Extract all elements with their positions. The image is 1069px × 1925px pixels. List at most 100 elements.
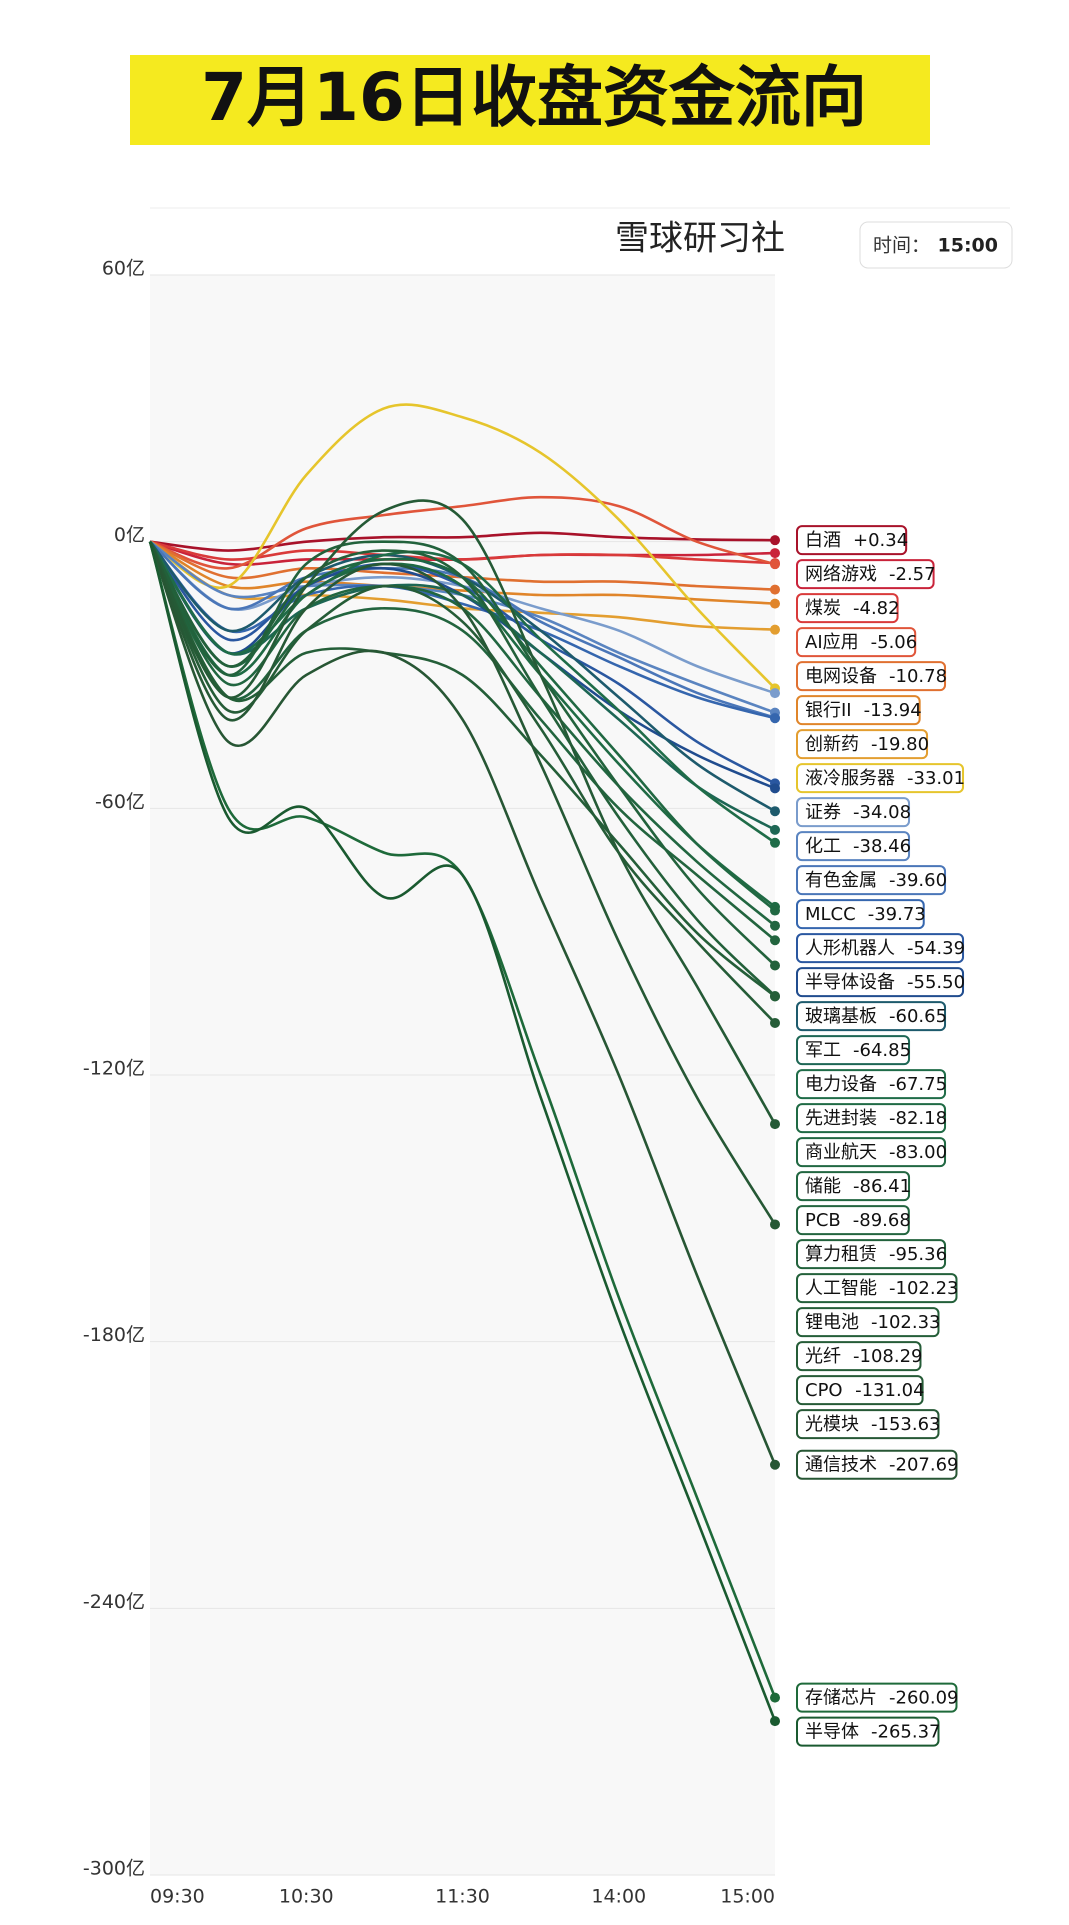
- series-name: 光模块: [805, 1414, 859, 1435]
- value-label: -10.78: [889, 666, 947, 687]
- series-name: 白酒: [805, 530, 841, 551]
- end-dot: [770, 806, 780, 817]
- series-name: 电力设备: [805, 1074, 877, 1095]
- series-line: [148, 541, 777, 1722]
- value-label: -265.37: [871, 1722, 940, 1743]
- series-name: AI应用: [805, 632, 859, 653]
- value-label: -95.36: [889, 1244, 947, 1265]
- series-label: 证券 -34.08: [805, 802, 911, 823]
- series-label: 储能 -86.41: [805, 1176, 911, 1197]
- series-label: 半导体 -265.37: [805, 1722, 940, 1743]
- series-label: 光纤 -108.29: [805, 1346, 922, 1367]
- series-name: 储能: [805, 1176, 841, 1197]
- x-tick-label: 10:30: [279, 1886, 334, 1908]
- value-label: -86.41: [853, 1176, 911, 1197]
- series-name: 军工: [805, 1040, 841, 1061]
- value-label: -4.82: [853, 598, 900, 619]
- series-label: 白酒 +0.34: [805, 530, 908, 551]
- series-name: 煤炭: [805, 598, 841, 619]
- label-box: [796, 933, 965, 964]
- chart-title: 7月16日收盘资金流向: [201, 59, 867, 136]
- series-label: 煤炭 -4.82: [805, 598, 900, 619]
- end-dot: [770, 1119, 780, 1130]
- series-name: 网络游戏: [805, 564, 877, 585]
- end-dot: [770, 1459, 780, 1470]
- series-name: 存储芯片: [805, 1688, 877, 1709]
- y-tick-label: -240亿: [83, 1591, 145, 1613]
- value-label: -60.65: [889, 1006, 947, 1027]
- series-label: 光模块 -153.63: [805, 1414, 940, 1435]
- label-box: [796, 695, 921, 726]
- end-dot: [770, 1716, 780, 1727]
- label-box: [796, 729, 929, 760]
- series-line: [148, 541, 777, 1466]
- label-box: [796, 525, 908, 556]
- value-label: -82.18: [889, 1108, 947, 1129]
- value-label: -33.01: [907, 768, 965, 789]
- series-name: 玻璃基板: [805, 1006, 877, 1027]
- label-box: [796, 967, 965, 998]
- label-box: [796, 1341, 922, 1372]
- series-name: MLCC: [805, 904, 856, 925]
- label-box: [796, 831, 911, 862]
- label-box: [796, 797, 911, 828]
- series-name: 算力租赁: [805, 1244, 877, 1265]
- series-label: 玻璃基板 -60.65: [805, 1006, 947, 1027]
- value-label: -5.06: [871, 632, 918, 653]
- series-label: PCB -89.68: [805, 1210, 911, 1231]
- series-name: 电网设备: [805, 666, 877, 687]
- label-box: [796, 593, 899, 624]
- label-box: [796, 627, 917, 658]
- end-dot: [770, 598, 780, 609]
- y-tick-label: 60亿: [102, 258, 145, 280]
- series-line: [148, 541, 777, 1226]
- series-line: [148, 499, 777, 1125]
- series-name: 银行II: [805, 700, 852, 721]
- series-label: 创新药 -19.80: [805, 734, 929, 755]
- series-name: CPO: [805, 1380, 843, 1401]
- label-box: [796, 1273, 958, 1304]
- source: 雪球研习社: [615, 219, 785, 259]
- end-dot: [770, 535, 780, 546]
- label-box: [796, 1375, 924, 1406]
- label-box: [796, 1449, 958, 1480]
- end-dot: [770, 1219, 780, 1230]
- series-name: 化工: [805, 836, 841, 857]
- series-label: 银行II -13.94: [805, 700, 922, 721]
- label-box: [796, 763, 965, 794]
- value-label: -54.39: [907, 938, 965, 959]
- value-label: -260.09: [889, 1688, 958, 1709]
- series-label: 电力设备 -67.75: [805, 1074, 947, 1095]
- lines: [148, 403, 777, 1722]
- value-label: -207.69: [889, 1455, 958, 1476]
- series-name: 先进封装: [805, 1108, 877, 1129]
- series-label: MLCC -39.73: [805, 904, 926, 925]
- end-dot: [770, 991, 780, 1002]
- end-dot: [770, 548, 780, 559]
- label-box: [796, 1682, 958, 1713]
- value-label: -67.75: [889, 1074, 947, 1095]
- series-label: 算力租赁 -95.36: [805, 1244, 947, 1265]
- label-box: [796, 1001, 947, 1032]
- series-line: [148, 541, 776, 1024]
- series-name: 创新药: [805, 734, 859, 755]
- series-label: 锂电池 -102.33: [805, 1312, 940, 1333]
- series-line: [148, 540, 776, 967]
- series-line: [148, 541, 776, 908]
- series-label: 有色金属 -39.60: [805, 870, 947, 891]
- label-box: [796, 1409, 940, 1440]
- time-label: 时间：: [873, 235, 930, 257]
- value-label: -39.60: [889, 870, 947, 891]
- value-label: -83.00: [889, 1142, 947, 1163]
- value-label: -102.33: [871, 1312, 940, 1333]
- series-name: 商业航天: [805, 1142, 877, 1163]
- label-box: [796, 1171, 911, 1202]
- end-dot: [770, 1017, 780, 1028]
- series-name: 光纤: [805, 1346, 841, 1367]
- series-label: 先进封装 -82.18: [805, 1108, 947, 1129]
- label-box: [796, 1137, 947, 1168]
- y-tick-label: -300亿: [83, 1858, 145, 1880]
- series-name: 半导体: [805, 1722, 859, 1743]
- series-line: [148, 540, 776, 997]
